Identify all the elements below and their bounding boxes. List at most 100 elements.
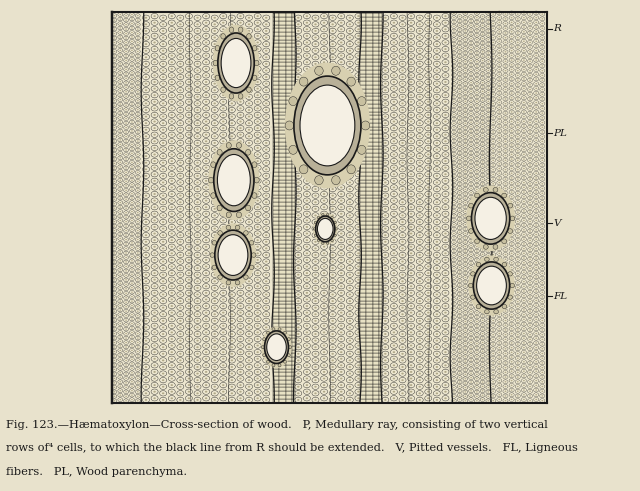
Ellipse shape xyxy=(313,228,316,230)
Circle shape xyxy=(113,28,115,30)
Point xyxy=(247,151,257,159)
Point xyxy=(399,349,409,356)
Point xyxy=(123,280,133,288)
Circle shape xyxy=(529,282,531,283)
Circle shape xyxy=(194,180,201,185)
Circle shape xyxy=(265,70,268,71)
Circle shape xyxy=(468,305,474,309)
Circle shape xyxy=(529,131,531,133)
Point xyxy=(291,388,301,396)
Circle shape xyxy=(534,209,539,213)
Circle shape xyxy=(509,30,514,34)
Circle shape xyxy=(254,244,261,249)
Circle shape xyxy=(188,134,190,136)
Bar xyxy=(280,62,285,66)
Point xyxy=(427,317,437,325)
Circle shape xyxy=(522,242,527,246)
Circle shape xyxy=(527,309,532,313)
Circle shape xyxy=(113,136,115,137)
Circle shape xyxy=(131,220,132,221)
Circle shape xyxy=(239,121,242,122)
Point xyxy=(320,116,330,124)
Point xyxy=(478,139,488,147)
Point xyxy=(292,232,302,240)
Circle shape xyxy=(129,250,134,254)
Circle shape xyxy=(457,116,462,120)
Circle shape xyxy=(357,193,360,195)
Point xyxy=(161,323,172,330)
Point xyxy=(241,200,252,208)
Circle shape xyxy=(205,358,207,360)
Circle shape xyxy=(143,140,150,146)
Circle shape xyxy=(228,68,236,73)
Point xyxy=(127,324,138,331)
Point xyxy=(525,315,535,323)
Circle shape xyxy=(499,102,500,103)
Point xyxy=(483,101,493,109)
Point xyxy=(319,20,329,27)
Point xyxy=(486,59,496,67)
Circle shape xyxy=(499,324,500,325)
Circle shape xyxy=(154,239,156,241)
Circle shape xyxy=(131,144,132,145)
Bar xyxy=(292,134,295,138)
Circle shape xyxy=(468,68,474,71)
Bar xyxy=(273,221,280,225)
Circle shape xyxy=(306,299,308,300)
Bar xyxy=(372,391,379,395)
Point xyxy=(285,382,296,389)
Circle shape xyxy=(463,267,468,271)
Point xyxy=(223,218,234,226)
Circle shape xyxy=(499,172,500,174)
Circle shape xyxy=(222,87,225,89)
Circle shape xyxy=(503,361,508,365)
Circle shape xyxy=(442,231,449,236)
Circle shape xyxy=(154,167,156,168)
Ellipse shape xyxy=(502,193,507,198)
Circle shape xyxy=(509,105,514,109)
Point xyxy=(372,206,382,214)
Circle shape xyxy=(179,274,182,275)
Point xyxy=(213,383,223,391)
Circle shape xyxy=(451,109,456,112)
Point xyxy=(157,187,167,194)
Bar xyxy=(285,323,292,327)
Point xyxy=(219,180,229,188)
Circle shape xyxy=(303,389,310,394)
Point xyxy=(186,160,196,168)
Circle shape xyxy=(541,221,543,222)
Point xyxy=(202,119,212,127)
Point xyxy=(494,370,504,378)
Point xyxy=(276,158,287,165)
Point xyxy=(223,246,233,254)
Circle shape xyxy=(497,346,502,350)
Circle shape xyxy=(480,32,485,36)
Point xyxy=(273,125,283,133)
Circle shape xyxy=(154,87,156,89)
Circle shape xyxy=(459,284,460,286)
Bar xyxy=(360,229,366,233)
Circle shape xyxy=(390,73,397,78)
Point xyxy=(302,191,312,199)
Circle shape xyxy=(433,206,440,212)
Circle shape xyxy=(297,300,300,302)
Circle shape xyxy=(113,176,115,178)
Circle shape xyxy=(476,400,477,402)
Circle shape xyxy=(463,69,468,72)
Point xyxy=(271,130,281,137)
Circle shape xyxy=(529,287,531,288)
Point xyxy=(525,355,535,363)
Ellipse shape xyxy=(278,364,281,367)
Point xyxy=(330,22,340,30)
Circle shape xyxy=(246,108,253,113)
Point xyxy=(415,26,425,34)
Circle shape xyxy=(154,312,156,314)
Point xyxy=(241,207,252,215)
Circle shape xyxy=(124,390,129,394)
Circle shape xyxy=(436,287,438,289)
Bar xyxy=(360,78,366,81)
Circle shape xyxy=(194,187,201,192)
Bar xyxy=(280,17,285,21)
Circle shape xyxy=(491,50,496,54)
Circle shape xyxy=(349,195,351,196)
